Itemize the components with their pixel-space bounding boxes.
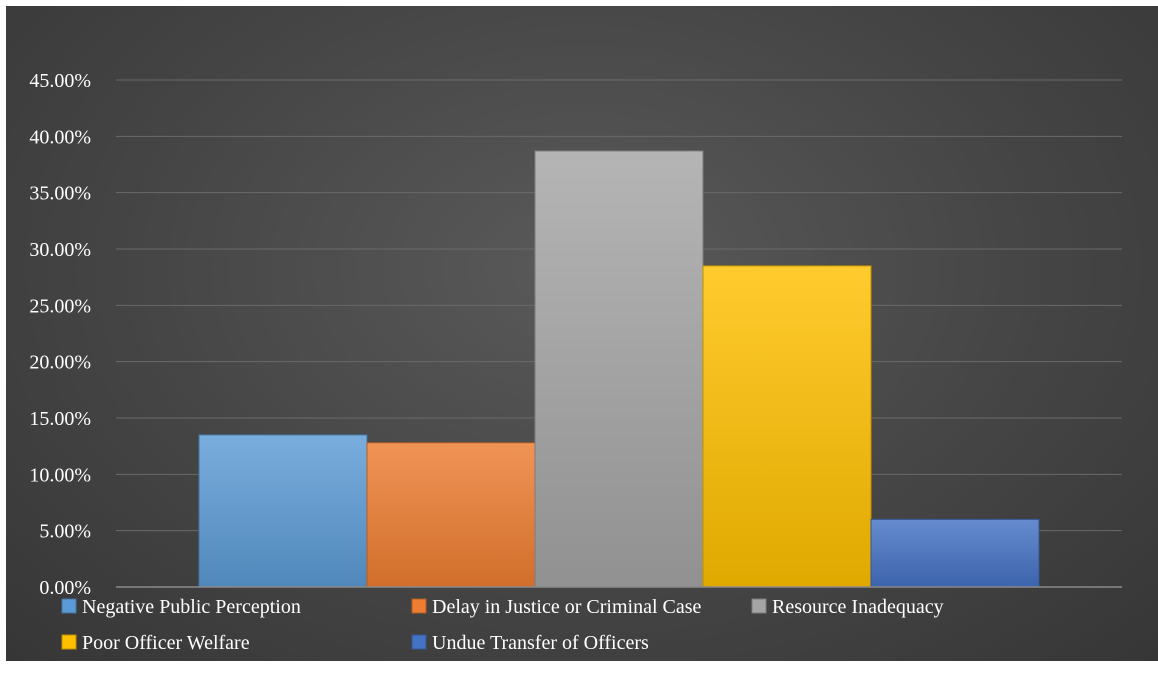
y-tick-label: 45.00% — [29, 70, 91, 92]
chart-area: 0.00% 5.00% 10.00% 15.00% 20.00% 25.00% 30.00%… — [6, 6, 1158, 661]
legend-swatch — [411, 634, 427, 650]
legend-label: Undue Transfer of Officers — [432, 632, 649, 654]
bar-chart: 0.00% 5.00% 10.00% 15.00% 20.00% 25.00% 30.00%… — [29, 70, 1122, 654]
bar-poor-officer-welfare — [702, 265, 872, 588]
legend-item: Undue Transfer of Officers — [411, 632, 649, 654]
legend-item: Negative Public Perception — [61, 596, 301, 618]
legend-swatch — [61, 598, 77, 614]
bar-resource-inadequacy — [534, 150, 704, 588]
legend-swatch — [751, 598, 767, 614]
y-tick-label: 5.00% — [39, 521, 91, 543]
y-tick-label: 40.00% — [29, 126, 91, 148]
bar-negative-public-perception — [198, 434, 368, 588]
legend-item: Delay in Justice or Criminal Case — [411, 596, 702, 618]
legend-swatch — [61, 634, 77, 650]
y-tick-label: 35.00% — [29, 183, 91, 205]
legend-item: Poor Officer Welfare — [61, 632, 250, 654]
bar-delay-in-justice-or-criminal-case — [366, 442, 536, 588]
legend-label: Poor Officer Welfare — [82, 632, 250, 654]
y-axis-tick-labels: 0.00% 5.00% 10.00% 15.00% 20.00% 25.00% 30.00%… — [29, 70, 91, 599]
y-tick-label: 15.00% — [29, 408, 91, 430]
legend-label: Negative Public Perception — [82, 596, 301, 618]
legend-label: Resource Inadequacy — [772, 596, 944, 618]
y-tick-label: 30.00% — [29, 239, 91, 261]
y-tick-label: 20.00% — [29, 352, 91, 374]
y-tick-label: 25.00% — [29, 295, 91, 317]
y-tick-label: 10.00% — [29, 464, 91, 486]
bar-undue-transfer-of-officers — [870, 518, 1040, 588]
bars — [198, 150, 1040, 588]
y-tick-label: 0.00% — [39, 577, 91, 599]
legend-swatch — [411, 598, 427, 614]
legend-label: Delay in Justice or Criminal Case — [432, 596, 702, 618]
legend-item: Resource Inadequacy — [751, 596, 944, 618]
legend: Negative Public Perception Delay in Justi… — [61, 596, 944, 654]
